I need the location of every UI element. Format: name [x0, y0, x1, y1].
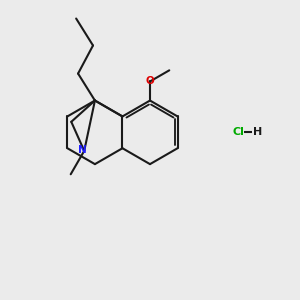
- Text: N: N: [78, 145, 87, 155]
- Text: Cl: Cl: [232, 127, 244, 137]
- Text: O: O: [146, 76, 154, 86]
- Text: H: H: [253, 127, 262, 137]
